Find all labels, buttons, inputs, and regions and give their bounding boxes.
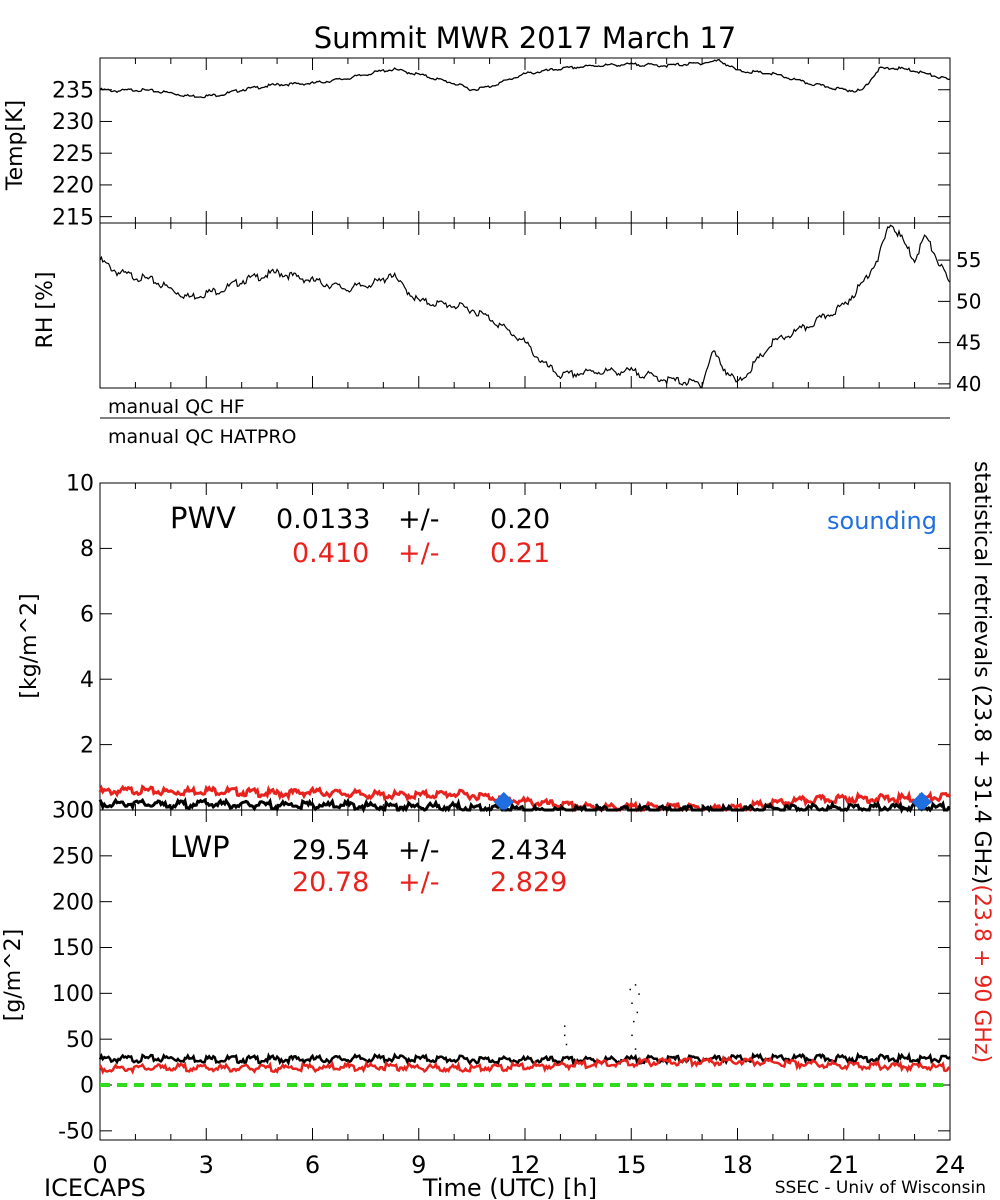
pwv-series-red <box>98 784 952 814</box>
lwp-sparse-point <box>629 988 631 991</box>
lwp-sparse-point <box>634 1048 637 1050</box>
lwp-xtick-label: 24 <box>935 1151 966 1179</box>
lwp-xtick-label: 15 <box>616 1151 647 1179</box>
humidity-series-black <box>99 224 951 389</box>
pwv-ytick-label: 6 <box>80 603 94 628</box>
lwp-sparse-point <box>638 993 640 995</box>
right-axis-label-red: (23.8 + 90 GHz) <box>969 884 994 1063</box>
right-axis-label: statistical retrievals (23.8 + 31.4 GHz)… <box>969 461 994 1063</box>
pwv-ytick-label: 10 <box>66 472 94 497</box>
lwp-ytick-label: 300 <box>52 799 94 824</box>
lwp-sparse-point <box>633 1020 635 1023</box>
pwv-ytick-label: 8 <box>80 537 94 562</box>
pwv-stat-black-std: 0.20 <box>490 504 550 535</box>
temperature-ytick-label: 225 <box>52 142 94 167</box>
sounding-point <box>911 791 932 812</box>
lwp-ytick-label: 100 <box>52 982 94 1007</box>
footer-right: SSEC - Univ of Wisconsin <box>775 1178 986 1198</box>
lwp-label: LWP <box>170 830 230 864</box>
lwp-stat-red-pm: +/- <box>398 867 439 898</box>
manual-qc-hf-label: manual QC HF <box>108 396 245 418</box>
humidity-ytick-label: 55 <box>956 248 981 272</box>
lwp-xtick-label: 12 <box>510 1151 541 1179</box>
pwv-stat-red-mean: 0.410 <box>292 538 369 569</box>
pwv-stat-red-pm: +/- <box>398 538 439 569</box>
manual-qc-panel: manual QC HF manual QC HATPRO <box>100 396 950 448</box>
pwv-ticks: 0 2 4 6 8 10 <box>66 472 951 824</box>
sounding-point <box>493 791 514 812</box>
lwp-stat-black-mean: 29.54 <box>292 835 369 866</box>
lwp-stat-red-std: 2.829 <box>490 867 567 898</box>
temperature-ticks: 215 220 225 230 235 <box>52 58 951 230</box>
lwp-series-black <box>98 1051 951 1067</box>
humidity-series <box>99 224 951 389</box>
lwp-series-red <box>98 1054 951 1075</box>
pwv-panel: [kg/m^2] 0 2 4 6 8 10 PWV 0.0133 +/- 0.20 0.4… <box>17 472 952 824</box>
temperature-ytick-label: 235 <box>52 78 94 103</box>
temperature-panel: Temp[K] 215 220 225 230 235 <box>3 57 951 230</box>
humidity-ticks: 40 45 50 55 <box>99 223 981 396</box>
pwv-ytick-label: 0 <box>80 799 94 824</box>
lwp-series <box>98 984 951 1087</box>
lwp-xtick-label: 0 <box>92 1151 107 1179</box>
pwv-stat-red-std: 0.21 <box>490 538 550 569</box>
pwv-label: PWV <box>170 501 236 535</box>
lwp-ytick-label: 250 <box>52 845 94 870</box>
lwp-sparse-point <box>563 1034 566 1037</box>
humidity-ytick-label: 45 <box>956 331 981 355</box>
lwp-xtick-label: 6 <box>305 1151 320 1179</box>
footer-left: ICECAPS <box>44 1174 146 1200</box>
lwp-ytick-label: 200 <box>52 890 94 915</box>
pwv-ytick-label: 4 <box>80 668 94 693</box>
lwp-ytick-label: 150 <box>52 936 94 961</box>
lwp-sparse-point <box>565 1043 568 1046</box>
humidity-ytick-label: 50 <box>956 289 981 313</box>
lwp-ylabel: [g/m^2] <box>1 929 26 1021</box>
chart-title: Summit MWR 2017 March 17 <box>314 21 737 55</box>
lwp-xtick-label: 18 <box>722 1151 753 1179</box>
lwp-xtick-label: 9 <box>411 1151 426 1179</box>
temperature-series-black <box>99 58 951 99</box>
lwp-stat-black-std: 2.434 <box>490 835 567 866</box>
temperature-ylabel: Temp[K] <box>3 100 28 191</box>
temperature-ytick-label: 215 <box>52 205 94 230</box>
lwp-ytick-label: -50 <box>58 1120 94 1145</box>
pwv-stat-black-pm: +/- <box>398 504 439 535</box>
lwp-sparse-point <box>631 1002 633 1004</box>
temperature-ytick-label: 220 <box>52 174 94 199</box>
sounding-legend: sounding <box>827 507 937 535</box>
lwp-ytick-label: 0 <box>80 1074 94 1099</box>
humidity-panel: RH [%] 40 45 50 55 <box>33 222 981 396</box>
lwp-stat-black-pm: +/- <box>398 835 439 866</box>
lwp-sparse-point <box>636 1011 639 1014</box>
x-axis-label: Time (UTC) [h] <box>422 1174 597 1200</box>
humidity-ylabel: RH [%] <box>33 272 58 349</box>
lwp-stat-red-mean: 20.78 <box>292 867 369 898</box>
pwv-stat-black-mean: 0.0133 <box>276 504 370 535</box>
temperature-ytick-label: 230 <box>52 110 94 135</box>
lwp-sparse-point <box>563 1025 566 1027</box>
lwp-sparse-point <box>631 1034 633 1037</box>
lwp-xtick-label: 3 <box>199 1151 214 1179</box>
lwp-xtick-label: 21 <box>828 1151 859 1179</box>
pwv-ylabel: [kg/m^2] <box>17 593 42 698</box>
lwp-ytick-label: 50 <box>66 1028 94 1053</box>
lwp-sparse-point <box>634 984 637 986</box>
humidity-ytick-label: 40 <box>956 372 981 396</box>
pwv-ytick-label: 2 <box>80 733 94 758</box>
right-axis-label-black: statistical retrievals (23.8 + 31.4 GHz) <box>969 461 994 884</box>
temperature-series <box>99 58 951 99</box>
manual-qc-hatpro-label: manual QC HATPRO <box>108 426 297 448</box>
